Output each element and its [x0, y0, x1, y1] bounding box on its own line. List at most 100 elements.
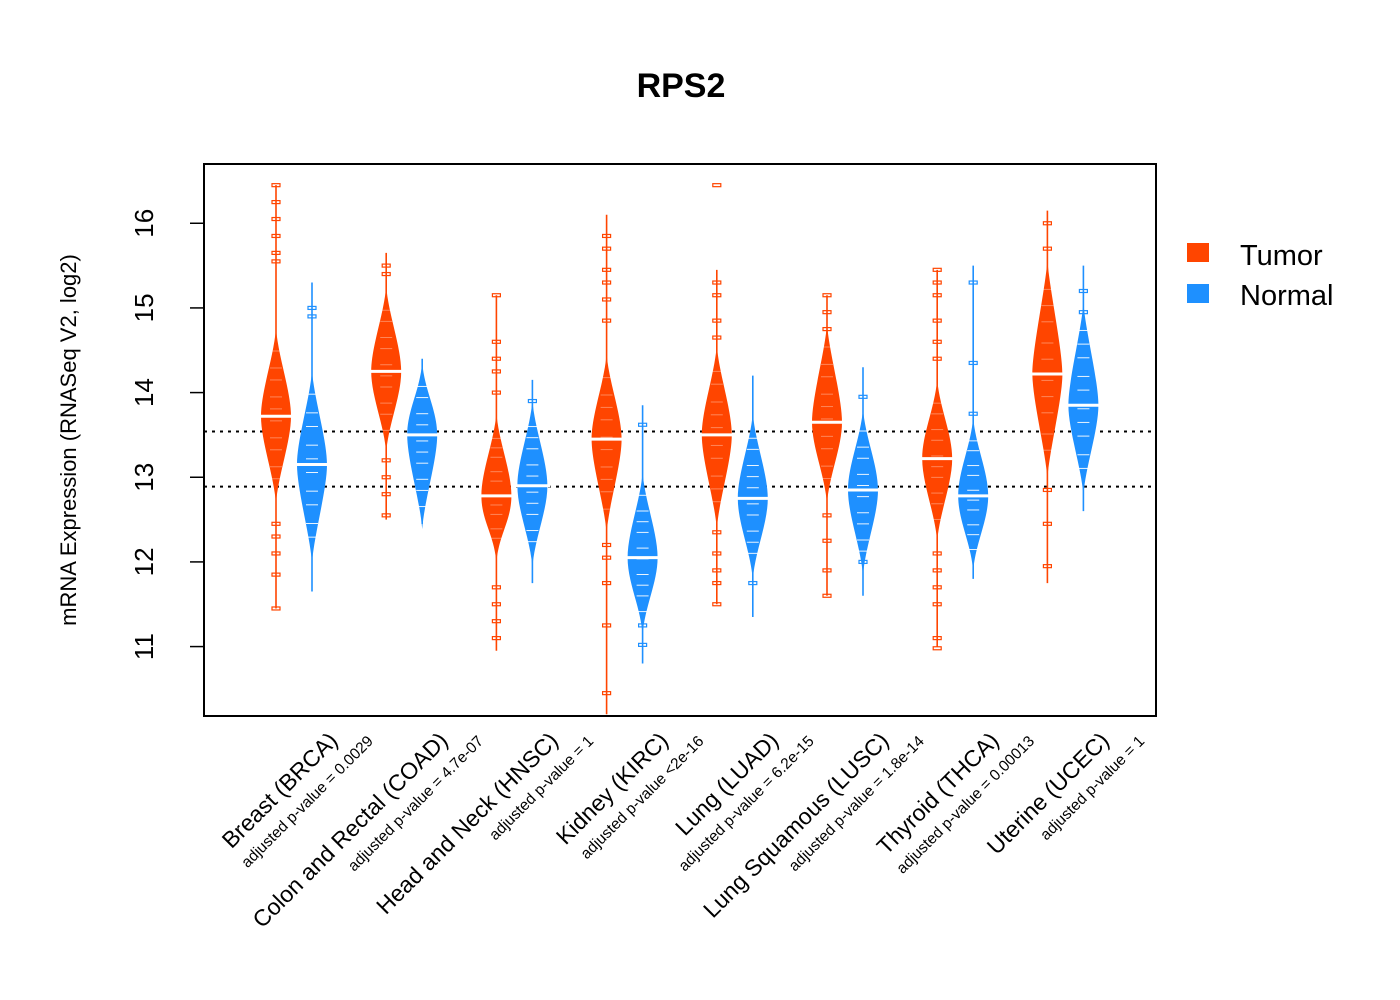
violin-outlier — [601, 580, 612, 586]
violin-body — [922, 378, 953, 542]
violins — [258, 183, 1102, 715]
violin-outlier — [601, 623, 612, 628]
violin-outlier — [1078, 310, 1089, 315]
y-tick-label: 16 — [129, 209, 159, 238]
violin-normal-1 — [404, 358, 441, 530]
y-tick-label: 13 — [129, 463, 159, 492]
x-axis-labels: Breast (BRCA)adjusted p-value = 0.0029Co… — [217, 727, 1149, 932]
violin-outlier — [1042, 487, 1053, 493]
violin-outlier — [307, 314, 317, 319]
violin-normal-5 — [845, 367, 881, 596]
legend-swatch-tumor — [1187, 243, 1209, 262]
violin-outlier — [712, 293, 722, 298]
reference-lines — [204, 430, 1156, 488]
violin-normal-0 — [294, 282, 330, 592]
violin-outlier — [271, 551, 281, 556]
violin-outlier — [491, 602, 501, 607]
violin-outlier — [932, 293, 942, 298]
violin-normal-7 — [1065, 265, 1102, 512]
violin-outlier — [491, 369, 501, 374]
violin-outlier — [932, 636, 942, 641]
violin-normal-3 — [624, 405, 661, 664]
violin-outlier — [968, 411, 978, 416]
violin-outlier — [271, 183, 281, 188]
legend-swatch-normal — [1187, 284, 1209, 303]
violin-tumor-4 — [698, 183, 735, 607]
violin-body — [958, 416, 989, 572]
violin-outlier — [822, 568, 832, 573]
violin-outlier — [601, 267, 612, 272]
violin-body — [812, 323, 842, 504]
y-axis-label: mRNA Expression (RNASeq V2, log2) — [56, 254, 81, 626]
violin-body — [1068, 302, 1099, 496]
legend-label-normal: Normal — [1240, 280, 1333, 312]
violin-outlier — [932, 551, 942, 556]
violin-outlier — [822, 513, 832, 518]
violin-outlier — [527, 398, 538, 404]
violin-normal-2 — [514, 379, 551, 584]
violin-outlier — [381, 475, 391, 480]
y-tick-label: 12 — [129, 547, 159, 576]
violin-outlier — [491, 636, 501, 641]
violin-outlier — [271, 534, 281, 539]
violin-body — [371, 285, 402, 453]
violin-outlier — [601, 233, 612, 239]
violin-tumor-6 — [919, 267, 956, 651]
violin-outlier — [932, 280, 942, 285]
violin-outlier — [601, 542, 612, 548]
violin-outlier — [712, 530, 722, 535]
violin-normal-4 — [734, 375, 771, 617]
violin-outlier — [637, 642, 648, 647]
violin-outlier — [822, 593, 832, 598]
violin-outlier — [491, 619, 501, 624]
violin-outlier — [932, 585, 942, 590]
violin-body — [848, 408, 878, 576]
violin-outlier — [712, 551, 722, 556]
violin-outlier — [491, 356, 501, 361]
violin-outlier — [1042, 564, 1053, 569]
violin-outlier — [271, 199, 281, 205]
violin-body — [627, 471, 658, 635]
violin-normal-6 — [955, 265, 992, 579]
violin-outlier — [822, 538, 832, 543]
violin-outlier — [1042, 221, 1053, 226]
violin-outlier — [381, 271, 391, 277]
violin-outlier — [601, 297, 612, 302]
violin-outlier — [932, 267, 942, 272]
violin-outlier — [932, 318, 942, 323]
y-tick-label: 11 — [129, 633, 159, 660]
violin-outlier — [968, 360, 978, 366]
violin-outlier — [748, 580, 758, 586]
violin-outlier — [271, 259, 281, 264]
violin-outlier — [491, 293, 501, 298]
violin-outlier — [381, 458, 391, 463]
violin-outlier — [381, 513, 391, 518]
chart-title: RPS2 — [637, 67, 726, 105]
violin-tumor-7 — [1029, 210, 1066, 584]
violin-outlier — [601, 691, 612, 696]
violin-outlier — [968, 280, 978, 285]
legend-label-tumor: Tumor — [1240, 240, 1323, 272]
violin-outlier — [712, 602, 722, 607]
violin-outlier — [858, 394, 868, 399]
violin-outlier — [932, 339, 942, 344]
violin-outlier — [932, 356, 942, 361]
violin-tumor-5 — [809, 293, 845, 598]
violin-body — [701, 344, 732, 530]
violin-outlier — [271, 216, 281, 222]
violin-outlier — [932, 646, 942, 651]
violin-outlier — [601, 246, 612, 251]
violin-outlier — [271, 521, 281, 526]
legend: Tumor Normal — [1187, 240, 1333, 312]
violin-outlier — [712, 568, 722, 573]
violin-tumor-3 — [588, 214, 625, 715]
violin-outlier — [932, 568, 942, 573]
violin-outlier — [491, 390, 501, 395]
violin-outlier — [491, 585, 501, 590]
violin-outlier — [712, 280, 722, 285]
violin-outlier — [271, 572, 281, 577]
y-tick-label: 15 — [129, 293, 159, 322]
violin-body — [297, 370, 327, 563]
violin-outlier — [381, 492, 391, 497]
violin-tumor-2 — [478, 293, 515, 651]
